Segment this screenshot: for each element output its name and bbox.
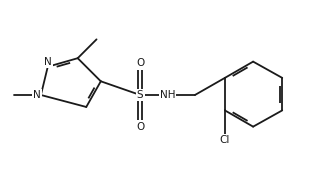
Text: NH: NH [160,90,175,100]
Text: O: O [136,58,144,69]
Text: Cl: Cl [220,135,230,145]
Text: N: N [33,90,41,100]
Text: N: N [44,57,52,67]
Text: O: O [136,122,144,132]
Text: S: S [137,90,143,100]
